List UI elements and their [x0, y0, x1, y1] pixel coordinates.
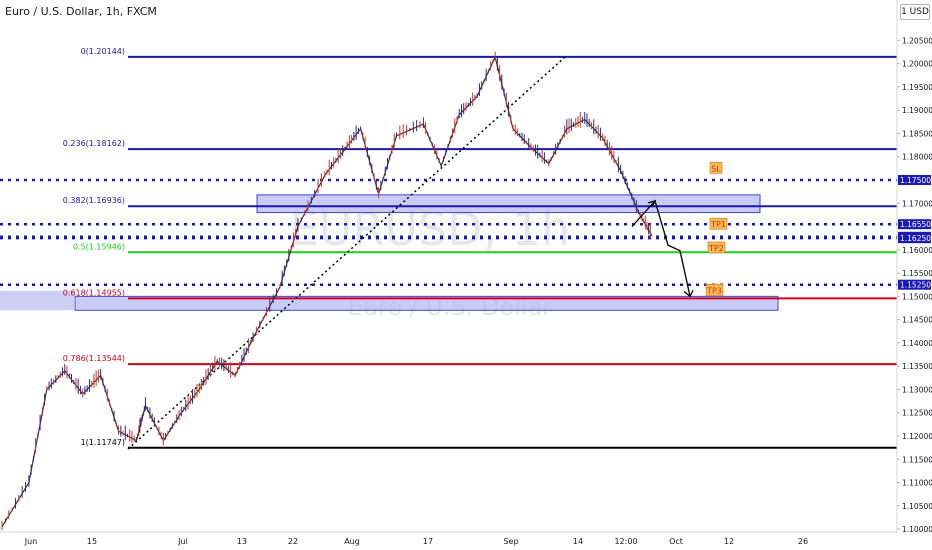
axis-level-label: 1.16250 — [900, 234, 931, 243]
x-tick-label: 17 — [423, 537, 433, 546]
y-tick-label: 1.19500 — [902, 83, 932, 92]
fib-label-6: 1(1.11747) — [81, 438, 125, 447]
trade-tag-tp2 — [707, 241, 726, 254]
axis-level-label: 1.15250 — [900, 281, 931, 290]
chart-title: Euro / U.S. Dollar, 1h, FXCM — [5, 5, 157, 18]
y-tick-label: 1.11500 — [902, 455, 932, 464]
fib-label-4: 0.618(1.14955) — [63, 288, 125, 297]
trade-tag-tp3 — [705, 283, 724, 296]
x-tick-label: 13 — [237, 537, 247, 546]
fib-label-5: 0.786(1.13544) — [63, 354, 125, 363]
axis-level-badge — [898, 279, 931, 290]
y-tick-label: 1.16000 — [902, 246, 932, 255]
y-tick-label: 1.13500 — [902, 362, 932, 371]
y-tick-label: 1.19000 — [902, 106, 932, 115]
x-tick-label: Aug — [344, 537, 360, 546]
y-tick-label: 1.20000 — [902, 60, 932, 69]
x-tick-label: Sep — [503, 537, 518, 546]
axis-level-badge — [898, 219, 931, 230]
x-tick-label: Oct — [669, 537, 683, 546]
y-tick-label: 1.10500 — [902, 502, 932, 511]
y-tick-label: 1.20500 — [902, 36, 932, 45]
axis-level-badge — [898, 233, 931, 244]
zone-lower-extension — [0, 290, 75, 311]
fib-label-3: 0.5(1.15946) — [73, 242, 125, 251]
y-tick-label: 1.18000 — [902, 153, 932, 162]
y-tick-label: 1.15500 — [902, 269, 932, 278]
x-tick-label: 26 — [798, 537, 808, 546]
axis-level-label: 1.17500 — [900, 176, 931, 185]
trade-tag-label: TP1 — [710, 220, 726, 229]
fib-label-2: 0.382(1.16936) — [63, 196, 125, 205]
y-tick-label: 1.11000 — [902, 479, 932, 488]
y-tick-label: 1.10000 — [902, 525, 932, 534]
x-tick-label: 15 — [87, 537, 97, 546]
trade-tag-label: TP2 — [708, 244, 724, 253]
y-tick-label: 1.15000 — [902, 292, 932, 301]
trade-tag-tp1 — [709, 217, 728, 230]
x-tick-label: 12 — [724, 537, 734, 546]
zone-upper-zone — [256, 194, 761, 214]
x-tick-label: 14 — [573, 537, 583, 546]
x-tick-label: 12:00 — [614, 537, 637, 546]
trade-tag-sl — [709, 162, 723, 174]
trade-tag-label: SL — [711, 164, 721, 173]
forecast-path — [631, 199, 691, 297]
y-tick-label: 1.14500 — [902, 316, 932, 325]
axis-level-label: 1.16550 — [900, 220, 931, 229]
y-tick-label: 1.18500 — [902, 129, 932, 138]
fib-label-0: 0(1.20144) — [81, 47, 125, 56]
y-tick-label: 1.14000 — [902, 339, 932, 348]
y-tick-label: 1.12000 — [902, 432, 932, 441]
x-tick-label: Jul — [177, 537, 188, 546]
axis-level-badge — [898, 174, 931, 185]
currency-badge[interactable]: 1 USD — [900, 4, 930, 20]
trade-tag-label: TP3 — [706, 286, 722, 295]
fib-label-1: 0.236(1.18162) — [63, 139, 125, 148]
y-tick-label: 1.17000 — [902, 199, 932, 208]
forecast-arrowhead — [683, 290, 694, 298]
x-tick-label: 22 — [288, 537, 298, 546]
y-tick-label: 1.12500 — [902, 409, 932, 418]
x-tick-label: Jun — [24, 537, 38, 546]
forecast-arrowhead — [647, 199, 657, 208]
y-tick-label: 1.13000 — [902, 385, 932, 394]
